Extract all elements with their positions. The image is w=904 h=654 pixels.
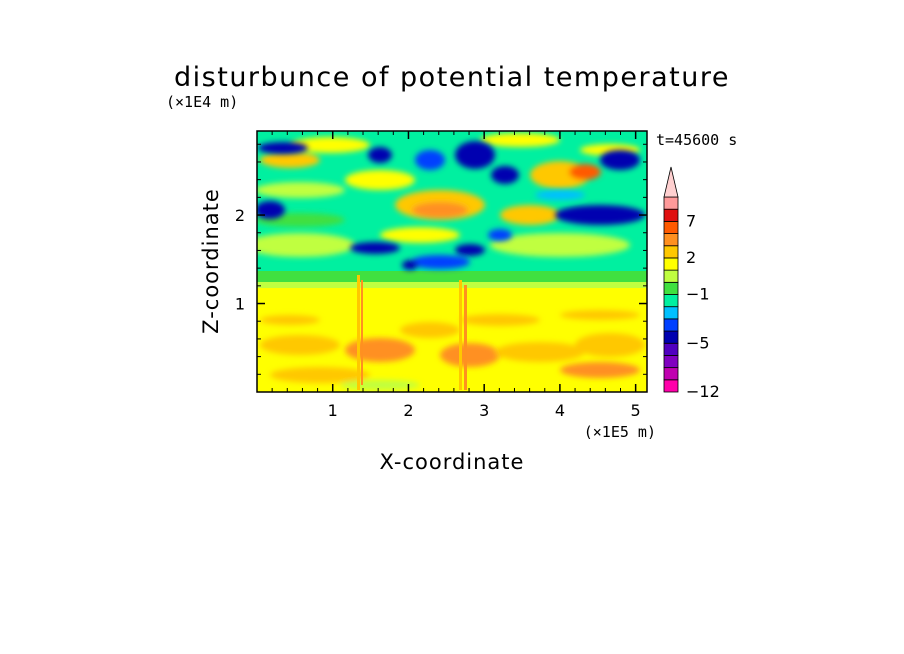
colorbar-label: −5 xyxy=(686,333,710,352)
colorbar-swatch xyxy=(663,330,679,344)
colorbar-swatch xyxy=(663,220,679,234)
colorbar-swatch xyxy=(663,245,679,259)
y-axis: 12 xyxy=(235,206,647,314)
colorbar-swatch xyxy=(663,196,679,210)
minor-ticks xyxy=(257,131,647,392)
colorbar-swatch xyxy=(663,294,679,308)
field-upper-blobs xyxy=(257,133,640,257)
colorbar-swatch xyxy=(663,306,679,320)
colorbar-label: −12 xyxy=(686,382,720,401)
colorbar: −12−5−127 xyxy=(663,166,720,401)
contour-field xyxy=(257,131,647,392)
x-axis-label: X-coordinate xyxy=(380,450,525,474)
x-tick-label: 3 xyxy=(479,401,489,420)
x-tick-label: 4 xyxy=(555,401,565,420)
field-negative-blobs xyxy=(257,141,645,270)
y-tick-label: 2 xyxy=(235,206,245,225)
x-units-label: (×1E5 m) xyxy=(584,423,656,441)
plot-frame xyxy=(256,130,648,393)
colorbar-swatch xyxy=(663,208,679,222)
colorbar-swatch xyxy=(663,367,679,381)
colorbar-swatch xyxy=(663,233,679,247)
colorbar-swatch xyxy=(663,257,679,271)
x-tick-label: 1 xyxy=(328,401,338,420)
field-plumes xyxy=(357,275,467,390)
y-axis-label: Z-coordinate xyxy=(199,188,223,334)
chart-title: disturbunce of potential temperature xyxy=(174,62,730,93)
colorbar-label: 2 xyxy=(686,248,696,267)
colorbar-swatch xyxy=(663,269,679,283)
x-axis: 1 2 3 4 5 xyxy=(328,131,641,420)
y-tick-label: 1 xyxy=(235,295,245,314)
y-units-label: (×1E4 m) xyxy=(166,93,238,111)
colorbar-extend-arrow xyxy=(663,166,679,198)
colorbar-swatch xyxy=(663,355,679,369)
colorbar-swatch xyxy=(663,342,679,356)
time-label: t=45600 s xyxy=(656,131,737,149)
x-tick-label: 5 xyxy=(631,401,641,420)
colorbar-label: −1 xyxy=(686,285,710,304)
field-lower-blobs xyxy=(260,310,645,390)
colorbar-swatch xyxy=(663,379,679,393)
colorbar-label: 7 xyxy=(686,211,696,230)
colorbar-swatch xyxy=(663,281,679,295)
x-tick-label: 2 xyxy=(403,401,413,420)
colorbar-swatch xyxy=(663,318,679,332)
